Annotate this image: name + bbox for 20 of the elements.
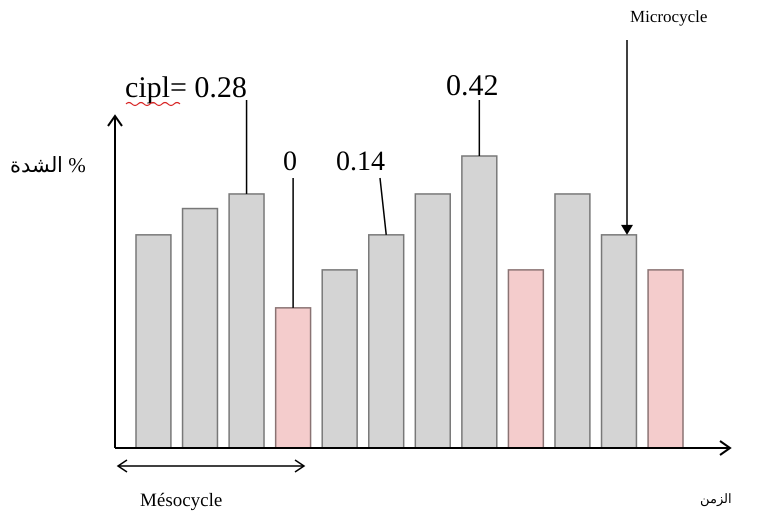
y-axis-title: الشدة % <box>10 153 86 177</box>
x-axis-title: الزمن <box>700 491 732 507</box>
bar <box>135 234 172 449</box>
annotation: 0.14 <box>336 146 385 177</box>
bar <box>228 193 265 449</box>
annotation: 0 <box>283 146 297 177</box>
bar <box>321 269 358 449</box>
text: Microcycle <box>630 7 708 26</box>
bar <box>508 269 544 449</box>
bar <box>368 234 404 449</box>
text: cipl= 0.28 <box>125 71 247 104</box>
bar <box>647 269 684 449</box>
bar <box>554 193 591 449</box>
text: Mésocycle <box>140 490 222 511</box>
bar <box>461 155 498 449</box>
bar <box>600 234 638 449</box>
bar <box>274 307 312 449</box>
bar <box>182 208 218 449</box>
bar <box>414 193 451 449</box>
text: 0.42 <box>446 69 498 102</box>
